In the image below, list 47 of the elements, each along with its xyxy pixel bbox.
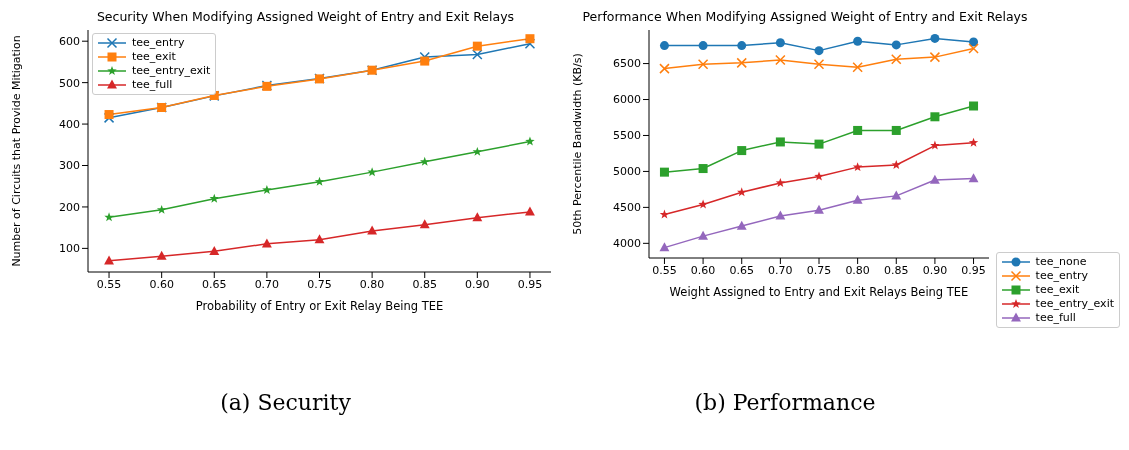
x-tick-label: 0.55	[96, 277, 122, 291]
text: (b) Performance	[693, 390, 877, 415]
x-axis-title: Weight Assigned to Entry and Exit Relays Being TEE	[669, 285, 969, 299]
y-tick-label: 600	[59, 35, 80, 49]
y-tick-label: 5500	[613, 129, 641, 143]
x-tick-label: 0.95	[961, 263, 986, 277]
y-tick-label: 500	[59, 76, 80, 90]
x-tick-label: 0.70	[254, 277, 280, 291]
y-axis-title: 50th Percentile Bandwidth (KB/s)	[570, 53, 584, 235]
x-tick-label: 0.60	[690, 263, 716, 277]
x-tick-label: 0.95	[517, 277, 543, 291]
legend-label: tee_entry_exit	[1035, 297, 1114, 311]
x-tick-label: 0.80	[359, 277, 385, 291]
legend-label: tee_entry_exit	[132, 64, 211, 78]
y-tick-label: 4500	[613, 201, 641, 215]
x-tick-label: 0.75	[307, 277, 332, 291]
x-tick-label: 0.65	[202, 277, 227, 291]
legend-label: tee_entry	[1035, 269, 1089, 283]
legend-label: tee_exit	[1035, 283, 1080, 297]
legend-label: tee_exit	[132, 50, 176, 64]
chart-title: Performance When Modifying Assigned Weight of Entry and Exit Relays	[582, 9, 1028, 24]
x-tick-label: 0.75	[806, 263, 832, 277]
legend-label: tee_full	[132, 78, 173, 92]
y-tick-label: 300	[59, 159, 80, 173]
x-tick-label: 0.60	[149, 277, 174, 291]
legend-label: tee_none	[1035, 255, 1087, 269]
y-axis-title: Number of Circuits that Provide Mitigation	[9, 35, 23, 267]
x-tick-label: 0.85	[412, 277, 437, 291]
y-tick-label: 6500	[613, 57, 641, 71]
x-tick-label: 0.65	[729, 263, 754, 277]
y-tick-label: 200	[59, 200, 80, 214]
x-axis-title: Probability of Entry or Exit Relay Being TEE	[195, 299, 444, 313]
text: (a) Security	[219, 390, 352, 415]
x-tick-label: 0.90	[922, 263, 948, 277]
y-tick-label: 5000	[613, 165, 641, 179]
y-tick-label: 6000	[613, 93, 641, 107]
chart-title: Security When Modifying Assigned Weight of Entry and Exit Relays	[96, 9, 515, 24]
y-tick-label: 400	[59, 117, 80, 131]
legend-label: tee_full	[1035, 311, 1076, 325]
x-tick-label: 0.85	[884, 263, 909, 277]
x-tick-label: 0.70	[768, 263, 793, 277]
y-tick-label: 100	[59, 242, 80, 256]
legend-label: tee_entry	[132, 36, 185, 50]
x-tick-label: 0.55	[652, 263, 677, 277]
y-tick-label: 4000	[613, 237, 641, 251]
x-tick-label: 0.80	[845, 263, 870, 277]
x-tick-label: 0.90	[465, 277, 490, 291]
